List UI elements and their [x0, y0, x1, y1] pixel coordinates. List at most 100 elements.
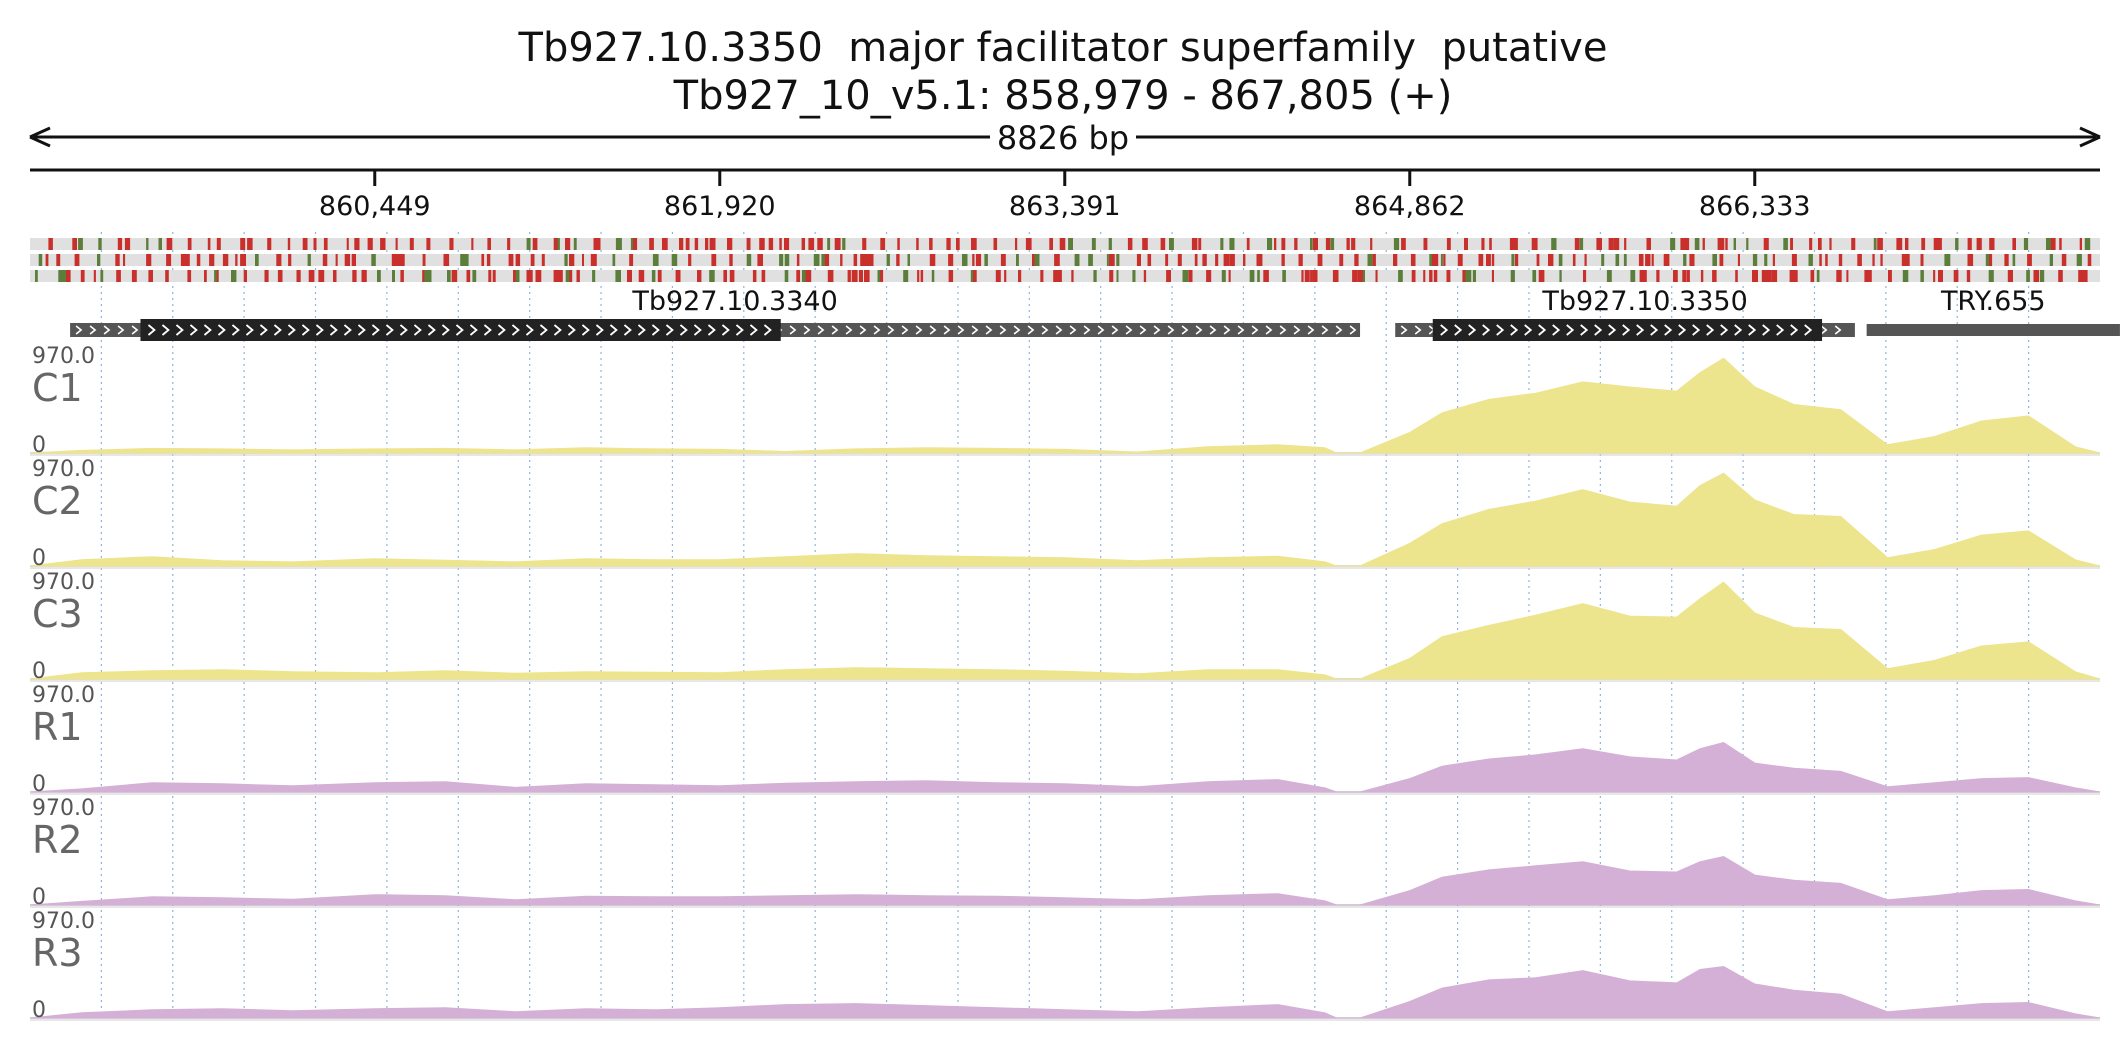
y-max-label: 970.0	[32, 909, 95, 934]
strand-chevron	[1083, 325, 1091, 335]
codon-tick	[1198, 238, 1202, 250]
codon-tick	[1246, 238, 1250, 250]
codon-tick	[1221, 270, 1226, 282]
codon-tick	[2081, 270, 2088, 282]
strand-chevron	[1804, 324, 1813, 336]
codon-tick	[1646, 238, 1651, 250]
codon-tick	[948, 270, 954, 282]
codon-tick	[526, 270, 531, 282]
codon-tick	[864, 270, 870, 282]
codon-tick	[1725, 238, 1728, 250]
coverage-area	[29, 472, 2101, 567]
codon-tick	[1372, 254, 1376, 266]
codon-tick	[1446, 238, 1451, 250]
codon-tick	[1873, 238, 1877, 250]
codon-tick	[158, 238, 162, 250]
codon-tick	[400, 270, 404, 282]
codon-tick	[1955, 238, 1959, 250]
codon-tick	[880, 238, 886, 250]
codon-tick	[2079, 238, 2082, 250]
strand-chevron	[427, 324, 436, 336]
codon-tick	[287, 238, 291, 250]
codon-tick	[1623, 254, 1627, 266]
codon-tick	[1188, 270, 1193, 282]
codon-tick	[1608, 238, 1614, 250]
codon-tick	[946, 238, 951, 250]
codon-tick	[842, 238, 846, 250]
codon-tick	[2061, 254, 2067, 266]
strand-chevron	[803, 325, 811, 335]
strand-chevron	[147, 324, 156, 336]
codon-tick	[277, 270, 283, 282]
codon-tick	[100, 270, 104, 282]
strand-chevron	[1454, 324, 1463, 336]
codon-tick	[1829, 238, 1832, 250]
codon-tick	[56, 254, 61, 266]
codon-tick	[308, 270, 315, 282]
codon-tick	[471, 238, 474, 250]
codon-tick	[255, 254, 259, 266]
codon-tick	[565, 270, 571, 282]
codon-tick	[1638, 254, 1644, 266]
y-min-label: 0	[32, 885, 46, 910]
codon-tick	[1763, 238, 1768, 250]
codon-tick	[1700, 270, 1704, 282]
codon-tick	[1559, 270, 1562, 282]
strand-chevron	[1566, 324, 1575, 336]
codon-tick	[1512, 238, 1518, 250]
codon-tick	[1339, 254, 1344, 266]
strand-chevron	[623, 324, 632, 336]
coverage-area	[29, 965, 2101, 1019]
codon-tick	[508, 254, 514, 266]
strand-chevron	[1251, 325, 1259, 335]
codon-tick	[1191, 238, 1198, 250]
codon-tick	[2046, 238, 2052, 250]
y-min-label: 0	[32, 433, 46, 458]
strand-chevron	[217, 324, 226, 336]
codon-tick	[426, 270, 432, 282]
strand-chevron	[943, 325, 951, 335]
codon-tick	[235, 254, 238, 266]
codon-tick	[1683, 254, 1687, 266]
codon-tick	[507, 238, 511, 250]
codon-tick	[1764, 254, 1768, 266]
codon-tick	[592, 270, 596, 282]
codon-tick	[1177, 254, 1182, 266]
codon-tick	[204, 270, 207, 282]
strand-chevron	[259, 324, 268, 336]
codon-tick	[1346, 238, 1350, 250]
codon-tick	[1735, 270, 1738, 282]
codon-tick	[225, 254, 228, 266]
region-length-label: 8826 bp	[997, 119, 1129, 157]
codon-tick	[557, 270, 563, 282]
strand-chevron	[1097, 325, 1105, 335]
strand-chevron	[1414, 325, 1422, 335]
strand-chevron	[721, 324, 730, 336]
codon-tick	[1263, 270, 1269, 282]
codon-tick	[759, 238, 765, 250]
codon-tick	[1532, 270, 1537, 282]
codon-tick	[115, 254, 120, 266]
codon-tick	[276, 254, 282, 266]
strand-chevron	[441, 324, 450, 336]
codon-tick	[1194, 254, 1198, 266]
codon-tick	[1016, 254, 1019, 266]
chart-title: Tb927.10.3350 major facilitator superfam…	[518, 25, 1608, 71]
strand-chevron	[1209, 325, 1217, 335]
codon-tick	[1317, 254, 1323, 266]
codon-tick	[1846, 270, 1849, 282]
codon-tick	[231, 270, 237, 282]
track-name: C2	[32, 479, 83, 523]
strand-chevron	[1776, 324, 1785, 336]
codon-tick	[727, 238, 733, 250]
strand-chevron	[1293, 325, 1301, 335]
codon-tick	[971, 238, 977, 250]
codon-tick	[1872, 254, 1875, 266]
codon-tick	[426, 238, 431, 250]
codon-tick	[1111, 254, 1115, 266]
codon-tick	[853, 254, 858, 266]
codon-tick	[535, 270, 542, 282]
gene-cds-bar	[140, 319, 781, 341]
codon-tick	[709, 238, 716, 250]
codon-tick	[1443, 254, 1446, 266]
